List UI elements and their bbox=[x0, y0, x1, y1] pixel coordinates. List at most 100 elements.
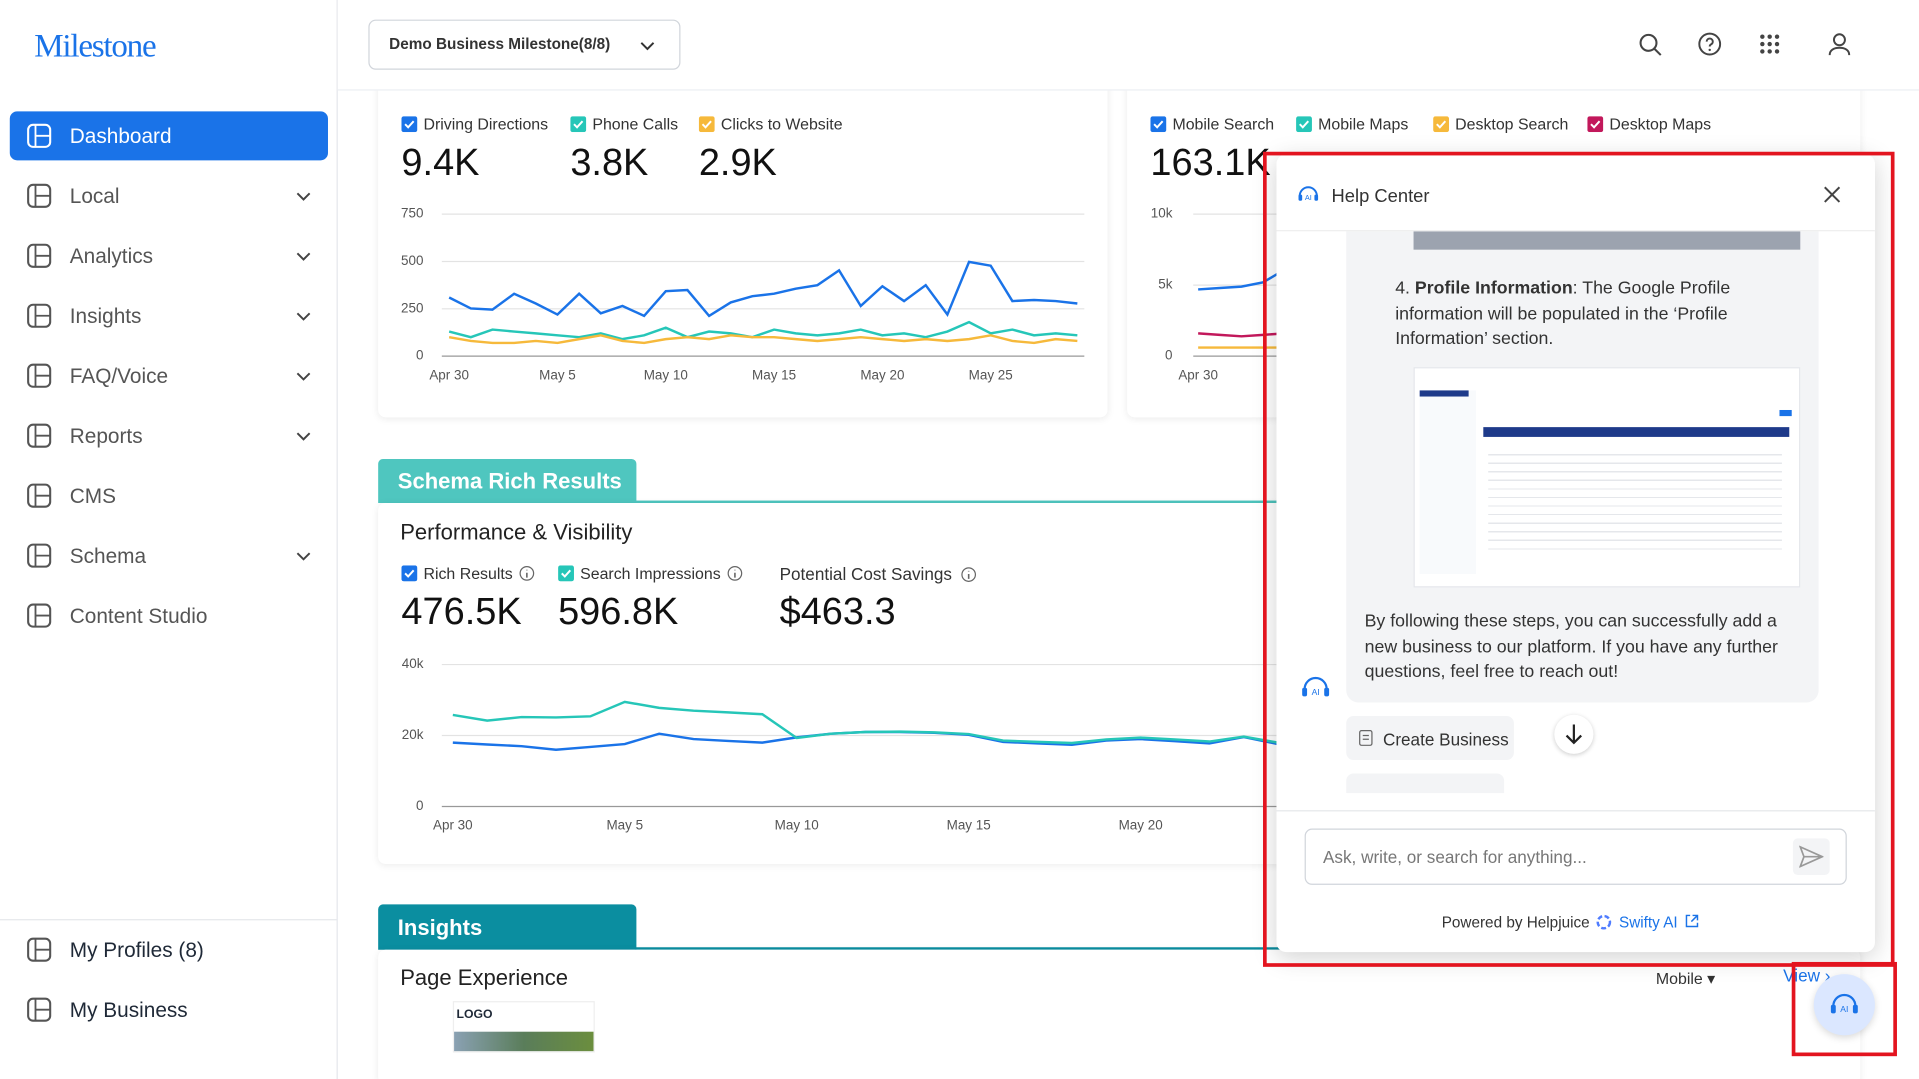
nav-item[interactable]: Reports bbox=[10, 411, 328, 460]
shot-nav bbox=[1419, 390, 1469, 397]
shot-button bbox=[1779, 409, 1792, 417]
tab-rule bbox=[635, 500, 1861, 504]
step-title: Profile Information bbox=[1414, 279, 1573, 299]
device: Mobile bbox=[1655, 969, 1703, 988]
legend-item[interactable]: Desktop Maps bbox=[1587, 115, 1711, 133]
nav-item[interactable]: My Profiles (8) bbox=[10, 925, 328, 974]
business-selector[interactable]: Demo Business Milestone(8/8) bbox=[368, 19, 681, 70]
nav-label: Local bbox=[69, 184, 120, 209]
metric-value: 3.8K bbox=[570, 140, 649, 184]
ai-icon: AI bbox=[1298, 186, 1319, 202]
legend-item[interactable]: Driving Directions bbox=[401, 115, 548, 133]
powered-by: Powered by Helpjuice Swifty AI bbox=[1442, 914, 1699, 931]
legend-label: Clicks to Website bbox=[720, 115, 843, 134]
svg-text:AI: AI bbox=[1312, 687, 1320, 697]
nav-icon bbox=[26, 242, 53, 275]
svg-text:AI: AI bbox=[1840, 1004, 1848, 1014]
chevron bbox=[295, 247, 312, 270]
nav-icon bbox=[26, 542, 53, 575]
schema-tab[interactable]: Schema Rich Results bbox=[378, 458, 637, 504]
chevron bbox=[640, 42, 655, 51]
legend-item[interactable]: Search Impressions bbox=[558, 564, 743, 583]
nav-label: FAQ/Voice bbox=[69, 364, 169, 388]
thumbnail-image bbox=[454, 1031, 594, 1052]
business-name: Demo Business Milestone(8/8) bbox=[389, 35, 611, 53]
legend-label: Desktop Search bbox=[1455, 115, 1569, 134]
nav-icon bbox=[26, 122, 53, 155]
step-screenshot bbox=[1413, 367, 1801, 588]
user-icon[interactable] bbox=[1827, 32, 1854, 59]
metric-value: 163.1K bbox=[1150, 140, 1271, 184]
legend-label: Mobile Search bbox=[1172, 115, 1275, 134]
input-placeholder: Ask, write, or search for anything... bbox=[1322, 846, 1587, 867]
nav-icon bbox=[26, 482, 53, 515]
nav-label: Dashboard bbox=[69, 124, 172, 149]
legend-item[interactable]: Clicks to Website bbox=[698, 115, 843, 134]
thumbnail-text: LOGO bbox=[456, 1008, 493, 1022]
legend-item[interactable]: Rich Results bbox=[401, 564, 535, 583]
legend-label: Search Impressions bbox=[580, 564, 721, 583]
nav-item[interactable]: Schema bbox=[10, 531, 328, 580]
panel-header: AI Help Center bbox=[1276, 154, 1875, 232]
nav-item[interactable]: CMS bbox=[10, 471, 328, 520]
chevron bbox=[295, 187, 312, 210]
insights-tab[interactable]: Insights bbox=[378, 904, 637, 950]
tab-label: Schema Rich Results bbox=[397, 468, 622, 494]
closing-text: By following these steps, you can succes… bbox=[1364, 611, 1778, 682]
legend-label: Mobile Maps bbox=[1318, 115, 1409, 134]
scroll-down-button[interactable] bbox=[1554, 714, 1594, 754]
nav-item[interactable]: FAQ/Voice bbox=[10, 351, 328, 400]
nav-label: Reports bbox=[69, 424, 143, 448]
message-bubble: 4. Profile Information: The Google Profi… bbox=[1346, 215, 1819, 703]
chevron bbox=[295, 307, 312, 330]
apps-icon[interactable] bbox=[1759, 33, 1783, 57]
info-icon bbox=[721, 564, 743, 582]
nav-icon bbox=[26, 602, 53, 635]
nav-item[interactable]: Content Studio bbox=[10, 591, 328, 640]
close-button[interactable] bbox=[1824, 186, 1841, 203]
help-fab[interactable]: AI bbox=[1813, 974, 1875, 1036]
step-number: 4. bbox=[1395, 279, 1410, 299]
brand-link[interactable]: Swifty AI bbox=[1619, 914, 1678, 932]
ai-avatar: AI bbox=[1302, 676, 1330, 697]
send-button[interactable] bbox=[1792, 838, 1830, 876]
metric-value: 9.4K bbox=[401, 140, 480, 184]
divider bbox=[1276, 810, 1875, 812]
powered-by-text: Powered by Helpjuice bbox=[1441, 914, 1590, 932]
nav-item[interactable]: Local bbox=[10, 171, 328, 220]
nav-item[interactable]: Insights bbox=[10, 291, 328, 340]
chat-input[interactable]: Ask, write, or search for anything... bbox=[1304, 828, 1847, 885]
nav-item[interactable]: Dashboard bbox=[9, 111, 328, 161]
nav-label: Analytics bbox=[69, 244, 154, 269]
legend-label: Phone Calls bbox=[592, 115, 679, 134]
nav-item[interactable]: My Business bbox=[10, 985, 328, 1034]
divider bbox=[0, 919, 337, 921]
nav-label: Insights bbox=[69, 304, 142, 328]
cost-label: Potential Cost Savings bbox=[780, 564, 977, 584]
search-icon[interactable] bbox=[1638, 32, 1665, 59]
nav-item[interactable]: Analytics bbox=[10, 231, 328, 280]
step-item: 4. Profile Information: The Google Profi… bbox=[1395, 277, 1799, 352]
legend-item[interactable]: Phone Calls bbox=[570, 115, 678, 133]
cost-value: $463.3 bbox=[779, 589, 896, 633]
chevron bbox=[295, 427, 312, 450]
step-text: : The Google Profile information will be… bbox=[1395, 279, 1731, 349]
nav-icon bbox=[26, 302, 53, 335]
help-icon[interactable] bbox=[1697, 32, 1724, 59]
cost-label-text: Potential Cost Savings bbox=[779, 564, 952, 584]
section-subtitle: Page Experience bbox=[400, 965, 568, 991]
nav-label: Content Studio bbox=[69, 604, 208, 628]
tab-label: Insights bbox=[397, 915, 483, 940]
shot-sidebar bbox=[1419, 390, 1476, 574]
panel-title: Help Center bbox=[1331, 186, 1430, 207]
nav-icon bbox=[26, 182, 53, 215]
legend-label: Rich Results bbox=[423, 564, 513, 583]
brand-icon bbox=[1596, 914, 1612, 930]
logo[interactable]: Milestone bbox=[34, 26, 156, 64]
legend-item[interactable]: Mobile Maps bbox=[1296, 115, 1408, 133]
legend-item[interactable]: Desktop Search bbox=[1433, 115, 1568, 133]
info-icon[interactable] bbox=[960, 567, 976, 583]
ai-icon: AI bbox=[1830, 993, 1858, 1014]
device-select[interactable]: Mobile ▾ bbox=[1655, 969, 1716, 988]
legend-item[interactable]: Mobile Search bbox=[1150, 115, 1274, 133]
